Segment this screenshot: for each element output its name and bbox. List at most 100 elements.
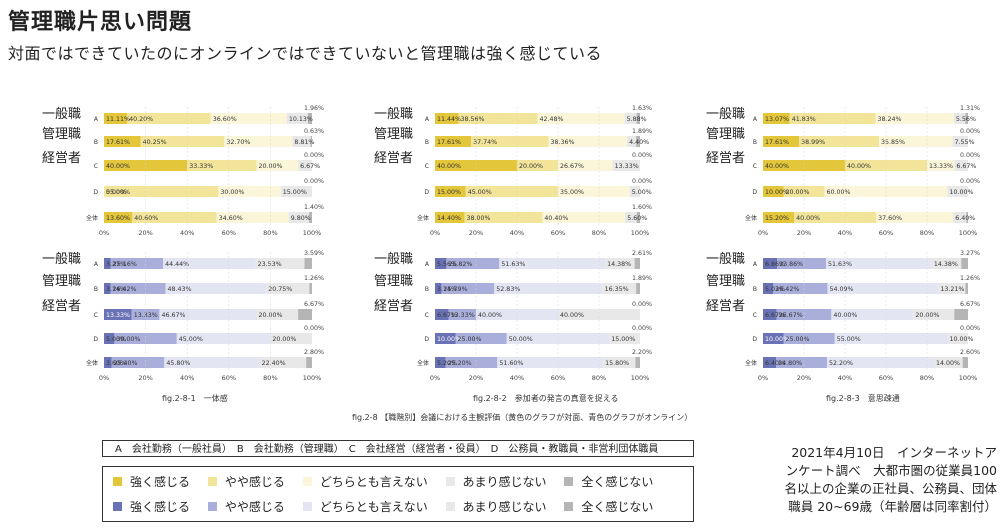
group-label: 一般職 [42,106,81,122]
row-label: A [753,261,758,268]
bar-segment [104,333,115,344]
data-label: 5.56% [956,116,976,123]
page-title: 管理職片思い問題 [8,10,193,35]
data-label: 3.14% [437,286,457,293]
bar-segment [224,136,293,147]
data-label: 6.40% [765,360,785,367]
row-label: 全体 [745,214,757,222]
bar-segment [777,258,826,269]
data-label: 60.00% [827,189,851,196]
bar-segment [763,309,777,320]
respondent-legend: A 会社勤務（一般社員） B 会社勤務（管理職） C 会社経営（経営者・役員） … [102,440,694,457]
data-label: 3.60% [106,360,126,367]
bar-segment [627,136,637,147]
data-label: 13.33% [615,163,639,170]
data-label: 0.00% [304,152,324,159]
note-line: 名以上の企業の正社員、公務員、団体 [784,481,997,496]
data-label: 6.86% [765,261,785,268]
row-label: 全体 [417,214,429,222]
data-label: 40.00% [847,163,871,170]
tick-label: 60% [222,374,236,382]
data-label: 6.67% [765,312,785,319]
bar-segment [965,283,969,294]
tick-label: 60% [879,229,893,237]
bar-segment [506,333,610,344]
bar-segment [164,357,260,368]
bar-segment [826,357,934,368]
bar-segment [763,283,774,294]
bar-segment [435,212,465,223]
row-label: C [94,312,98,319]
bar-segment [259,357,307,368]
data-label: 36.60% [213,116,237,123]
legend-row-blue: 強く感じる やや感じる どちらとも言えない あまり感じない 全く感じない [113,498,667,515]
row-label: D [93,336,98,343]
data-label: 6.67% [437,312,457,319]
tick-label: 80% [920,229,934,237]
bar-segment [927,160,955,171]
group-label: 経営者 [42,151,81,166]
legend-swatch [207,502,217,511]
bar-segment [435,113,459,124]
bar-segment [255,258,305,269]
data-label: 25.20% [448,360,472,367]
legend-item: あまり感じない [445,498,547,515]
tick-label: 60% [551,374,565,382]
data-label: 14.00% [936,360,960,367]
legend-label: どちらとも言えない [319,500,428,514]
row-label: 全体 [417,359,429,367]
data-label: 35.85% [881,139,905,146]
data-label: 2.60% [960,349,980,356]
bar-segment [612,160,640,171]
bar-segment [605,258,635,269]
bar-segment [497,357,604,368]
legend-swatch [207,477,217,486]
data-label: 15.20% [765,215,789,222]
tick-label: 20% [797,229,811,237]
bar-segment [306,357,312,368]
bar-segment [298,309,312,320]
legend-swatch [445,477,455,486]
tick-label: 0% [758,374,768,382]
data-label: 35.00% [560,189,584,196]
bar-segment [210,113,287,124]
bar-segment [834,333,948,344]
tick-label: 100% [631,229,650,237]
bar-segment [435,186,466,197]
bar-segment [537,113,625,124]
bar-segment [879,136,953,147]
legend-swatch [302,477,312,486]
bar-segment [458,113,538,124]
bar-segment [104,136,141,147]
tick-label: 0% [430,229,440,237]
row-label: 全体 [86,359,98,367]
row-label: A [425,116,430,123]
legend-label: どちらとも言えない [319,475,428,489]
data-label: 55.00% [106,189,130,196]
data-label: 16.35% [605,286,629,293]
data-label: 0.00% [304,325,324,332]
data-label: 20.00% [786,189,810,196]
data-label: 40.00% [765,163,789,170]
row-label: B [425,139,429,146]
data-label: 0.00% [106,189,126,196]
row-label: D [752,336,757,343]
data-label: 45.00% [179,336,203,343]
bar-segment [794,212,877,223]
data-label: 30.00% [116,336,140,343]
bar-segment [435,333,456,344]
bar-segment [309,212,312,223]
data-label: 42.48% [540,116,564,123]
legend-swatch [564,477,574,486]
legend-item: 強く感じる [113,498,190,515]
legend-label: やや感じる [224,475,285,489]
legend-label: あまり感じない [462,475,547,489]
bar-segment [218,186,281,197]
data-label: 13.21% [940,286,964,293]
bar-segment [635,357,640,368]
bar-segment [104,357,112,368]
data-label: 51.63% [501,261,525,268]
bar-segment [176,333,271,344]
note-line: ンケート調べ 大都市圏の従業員100 [785,463,997,478]
bar-segment [464,212,543,223]
